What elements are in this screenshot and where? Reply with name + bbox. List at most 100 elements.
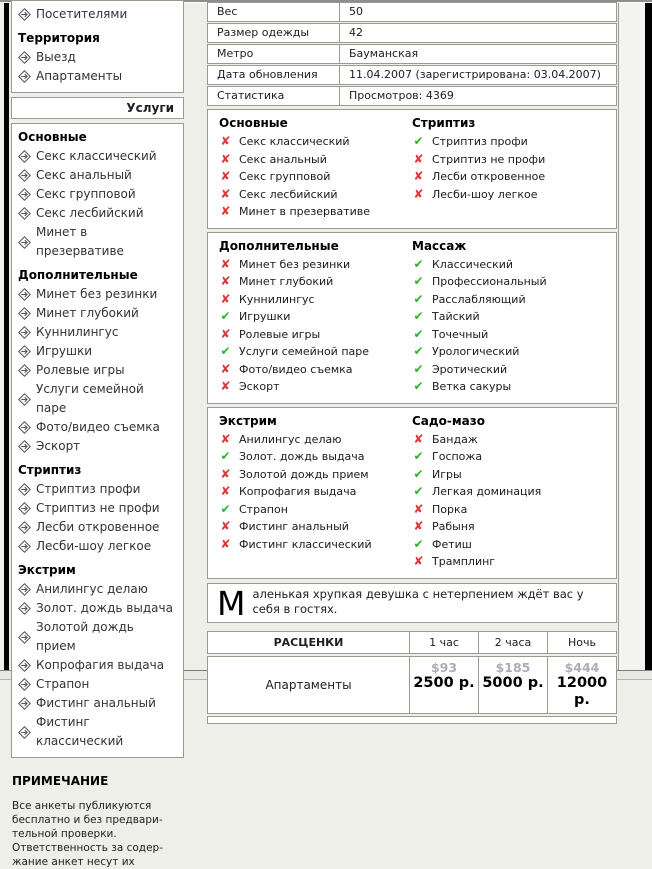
sidebar-item[interactable]: Фистинг классический xyxy=(18,713,177,751)
price-rub: 2500 р. xyxy=(413,674,475,691)
service-item: ✘ Эскорт xyxy=(219,378,412,396)
cross-icon: ✘ xyxy=(220,519,231,533)
service-item: ✘ Анилингус делаю xyxy=(219,431,412,449)
right-black-strip xyxy=(645,3,652,671)
sidebar-item-label: Минет без резинки xyxy=(36,287,158,301)
service-item-label: Лесби откровенное xyxy=(432,170,546,183)
sidebar-item[interactable]: Лесби откровенное xyxy=(18,518,177,537)
service-column: Массаж ✔ Классический ✔ Профессиональный… xyxy=(412,239,605,396)
sidebar-item[interactable]: Минет без резинки xyxy=(18,285,177,304)
sidebar-item[interactable]: Секс групповой xyxy=(18,185,177,204)
sidebar-item-label: Минет в презервативе xyxy=(36,225,124,258)
sidebar-item-visitors[interactable]: Посетителями xyxy=(18,5,177,24)
cross-icon: ✘ xyxy=(220,361,231,376)
territory-heading: Территория xyxy=(18,31,100,45)
check-icon: ✔ xyxy=(413,361,424,376)
service-item: ✔ Страпон xyxy=(219,501,412,519)
section-list: Анилингус делаю Золот. дождь выдача Золо… xyxy=(18,580,177,751)
sidebar-item[interactable]: Минет в презервативе xyxy=(18,223,177,261)
cross-icon: ✘ xyxy=(220,466,231,481)
service-item: ✔ Профессиональный xyxy=(412,273,605,291)
diamond-arrow-icon xyxy=(18,8,31,21)
sidebar-item[interactable]: Стриптиз профи xyxy=(18,480,177,499)
diamond-arrow-icon xyxy=(18,51,31,64)
sidebar-item[interactable]: Золотой дождь прием xyxy=(18,618,177,656)
service-item-label: Страпон xyxy=(239,502,288,516)
service-item-label: Фото/видео съемка xyxy=(239,362,353,376)
check-icon: ✔ xyxy=(220,309,231,323)
service-item: ✘ Минет без резинки xyxy=(219,256,412,274)
service-column: Садо-мазо ✘ Бандаж ✔ Госпожа ✔ И xyxy=(412,414,605,571)
price-cells: $93 2500 р. $185 5000 р. $444 12000 р. xyxy=(409,656,616,713)
sidebar-item[interactable]: Фистинг анальный xyxy=(18,694,177,713)
sidebar-item[interactable]: Игрушки xyxy=(18,342,177,361)
service-item-label: Фетиш xyxy=(432,537,472,551)
service-item: ✘ Секс лесбийский xyxy=(219,186,412,204)
services-box-additional-massage: Дополнительные ✘ Минет без резинки ✘ Мин… xyxy=(207,231,617,404)
sidebar-item[interactable]: Секс классический xyxy=(18,147,177,166)
cross-icon: ✘ xyxy=(413,169,424,183)
price-row-apartments: Апартаменты $93 2500 р. $185 5000 р. $44… xyxy=(207,655,617,714)
note-line: жание анкет несут их xyxy=(12,856,135,868)
price-table-header: РАСЦЕНКИ 1 час 2 часа Ночь xyxy=(207,630,617,654)
sidebar-item[interactable]: Анилингус делаю xyxy=(18,580,177,599)
price-usd: $444 xyxy=(564,659,600,675)
service-item: ✘ Порка xyxy=(412,501,605,519)
section-heading: Экстрим xyxy=(18,563,76,577)
check-icon: ✔ xyxy=(413,291,424,306)
sidebar-item-label: Эскорт xyxy=(36,439,81,453)
sidebar-item-label: Посетителями xyxy=(36,7,128,21)
diamond-arrow-icon xyxy=(18,345,31,358)
sidebar-item[interactable]: Ролевые игры xyxy=(18,361,177,380)
diamond-arrow-icon xyxy=(18,307,31,320)
service-item-label: Рабыня xyxy=(432,520,475,533)
service-list: ✘ Секс классический ✘ Секс анальный ✘ Се… xyxy=(219,133,412,221)
sidebar-item[interactable]: Минет глубокий xyxy=(18,304,177,323)
service-item-label: Куннилингус xyxy=(239,292,315,306)
service-item: ✔ Стриптиз профи xyxy=(412,133,605,151)
service-item-label: Секс лесбийский xyxy=(239,187,338,201)
sidebar-item[interactable]: Страпон xyxy=(18,675,177,694)
service-item: ✘ Бандаж xyxy=(412,431,605,449)
diamond-arrow-icon xyxy=(18,288,31,301)
service-item: ✔ Золот. дождь выдача xyxy=(219,448,412,466)
note-line: Все анкеты публикуются xyxy=(12,800,152,812)
price-col-1h: 1 час xyxy=(409,631,478,653)
service-column-heading: Стриптиз xyxy=(412,116,476,130)
info-value: Бауманская xyxy=(349,47,419,60)
sidebar-item[interactable]: Услуги семейной паре xyxy=(18,380,177,418)
service-item-label: Госпожа xyxy=(432,450,483,463)
sidebar-item[interactable]: Золот. дождь выдача xyxy=(18,599,177,618)
price-title: РАСЦЕНКИ xyxy=(273,635,344,649)
sidebar-item[interactable]: Копрофагия выдача xyxy=(18,656,177,675)
sidebar-item[interactable]: Секс лесбийский xyxy=(18,204,177,223)
sidebar-item[interactable]: Стриптиз не профи xyxy=(18,499,177,518)
info-label: Статистика xyxy=(208,87,340,105)
sidebar-item[interactable]: Куннилингус xyxy=(18,323,177,342)
service-item: ✘ Лесби-шоу легкое xyxy=(412,186,605,204)
sidebar-item[interactable]: Секс анальный xyxy=(18,166,177,185)
sidebar-item-label: Фистинг анальный xyxy=(36,696,156,710)
sidebar-item[interactable]: Лесби-шоу легкое xyxy=(18,537,177,556)
service-item: ✔ Эротический xyxy=(412,361,605,379)
service-item: ✔ Услуги семейной паре xyxy=(219,343,412,361)
service-item-label: Секс анальный xyxy=(239,152,327,166)
service-item-label: Игры xyxy=(432,467,462,481)
sidebar-item[interactable]: Эскорт xyxy=(18,437,177,456)
check-icon: ✔ xyxy=(413,274,424,288)
service-item-label: Минет без резинки xyxy=(239,257,351,271)
info-value: 11.04.2007 (зарегистрирована: 03.04.2007… xyxy=(349,68,601,81)
sidebar-item[interactable]: Выезд xyxy=(18,48,177,67)
diamond-arrow-icon xyxy=(18,521,31,534)
service-item: ✔ Игрушки xyxy=(219,308,412,326)
cross-icon: ✘ xyxy=(220,536,231,551)
info-value: Просмотров: 4369 xyxy=(349,89,454,102)
service-item-label: Секс групповой xyxy=(239,170,331,183)
cross-icon: ✘ xyxy=(220,256,231,271)
service-item-label: Расслабляющий xyxy=(432,292,526,306)
sidebar-item-label: Стриптиз не профи xyxy=(36,501,160,515)
service-item-label: Золотой дождь прием xyxy=(239,467,369,481)
sidebar-item[interactable]: Апартаменты xyxy=(18,67,177,86)
sidebar-item[interactable]: Фото/видео съемка xyxy=(18,418,177,437)
diamond-arrow-icon xyxy=(18,659,31,672)
